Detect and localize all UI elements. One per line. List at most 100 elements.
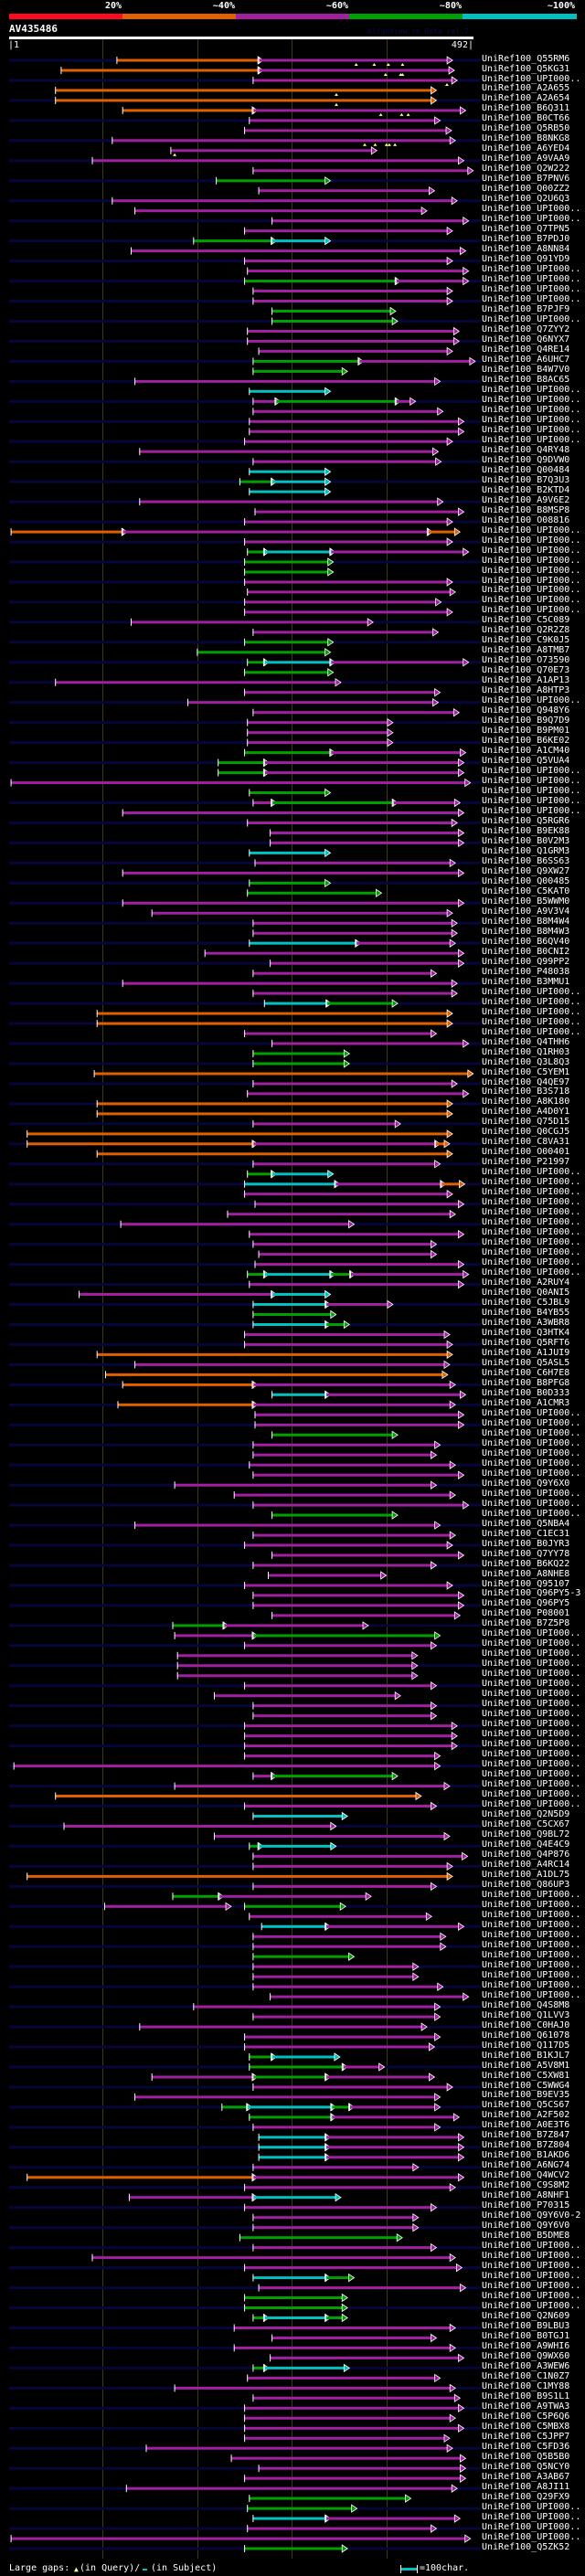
hit-label[interactable]: UniRef100_UPI000.. [482,1488,581,1499]
alignment-segment[interactable] [131,249,462,253]
hit-label[interactable]: UniRef100_A8K180 [482,1097,570,1108]
hit-row[interactable] [244,1189,453,1199]
alignment-segment[interactable] [396,399,411,403]
alignment-segment[interactable] [244,129,447,133]
hit-label[interactable]: UniRef100_UPI000.. [482,986,581,997]
alignment-segment[interactable] [252,2366,265,2369]
hit-row[interactable] [244,126,452,135]
hit-label[interactable]: UniRef100_UPI000.. [482,585,581,596]
hit-label[interactable]: UniRef100_Q0CGJ5 [482,1127,570,1138]
hit-row[interactable] [9,938,481,948]
hit-label[interactable]: UniRef100_Q9BL72 [482,1829,570,1839]
hit-row[interactable] [9,517,481,526]
hit-label[interactable]: UniRef100_UPI000.. [482,1447,581,1458]
alignment-segment[interactable] [244,2186,452,2189]
hit-label[interactable]: UniRef100_UPI000.. [482,1498,581,1509]
alignment-segment[interactable] [244,2476,462,2480]
hit-row[interactable] [9,1861,481,1871]
hit-row[interactable] [249,2113,461,2122]
hit-row[interactable] [252,1932,447,1942]
alignment-segment[interactable] [11,530,123,534]
alignment-segment[interactable] [134,209,423,213]
alignment-segment[interactable] [27,1142,254,1146]
hit-label[interactable]: UniRef100_UPI000.. [482,274,581,285]
hit-label[interactable]: UniRef100_B6QV40 [482,936,570,947]
hit-row[interactable] [9,1561,481,1570]
alignment-segment[interactable] [252,1975,414,1978]
hit-label[interactable]: UniRef100_UPI000.. [482,786,581,796]
hit-label[interactable]: UniRef100_Q9Y6X0 [482,1478,570,1489]
alignment-segment[interactable] [252,1243,432,1246]
alignment-segment[interactable] [152,2075,253,2079]
alignment-segment[interactable] [259,2286,462,2290]
alignment-segment[interactable] [252,1443,436,1447]
hit-label[interactable]: UniRef100_Q5B5B0 [482,2451,570,2462]
alignment-segment[interactable] [331,2105,350,2109]
alignment-segment[interactable] [173,1894,219,1898]
alignment-segment[interactable] [55,1795,417,1797]
alignment-segment[interactable] [252,109,462,112]
hit-row[interactable] [9,2103,481,2112]
alignment-segment[interactable] [271,480,326,483]
hit-label[interactable]: UniRef100_B7Z847 [482,2130,570,2141]
alignment-segment[interactable] [244,2045,431,2049]
alignment-segment[interactable] [122,871,460,875]
alignment-segment[interactable] [247,1092,464,1096]
hit-label[interactable]: UniRef100_A4D0Y1 [482,1107,570,1118]
hit-row[interactable] [9,598,481,607]
hit-label[interactable]: UniRef100_UPI000.. [482,1177,581,1188]
hit-row[interactable] [9,918,481,928]
hit-label[interactable]: UniRef100_A2RUY4 [482,1277,570,1288]
alignment-segment[interactable] [134,1362,445,1366]
hit-label[interactable]: UniRef100_UPI000.. [482,284,581,294]
hit-label[interactable]: UniRef100_Q5RB50 [482,123,570,134]
alignment-segment[interactable] [252,1634,436,1638]
alignment-segment[interactable] [244,1333,445,1336]
hit-row[interactable] [79,1289,332,1299]
alignment-segment[interactable] [325,2136,460,2139]
hit-row[interactable] [271,1511,399,1520]
hit-label[interactable]: UniRef100_UPI000.. [482,264,581,275]
alignment-segment[interactable] [252,1313,332,1316]
hit-label[interactable]: UniRef100_UPI000.. [482,2521,581,2532]
alignment-segment[interactable] [247,550,265,554]
alignment-segment[interactable] [252,2196,336,2200]
hit-row[interactable] [9,2042,481,2051]
alignment-segment[interactable] [271,801,393,804]
alignment-segment[interactable] [244,2306,344,2309]
hit-label[interactable]: UniRef100_A6NG74 [482,2160,570,2171]
alignment-segment[interactable] [231,2456,462,2460]
alignment-segment[interactable] [356,941,452,945]
hit-label[interactable]: UniRef100_UPI000.. [482,1949,581,1960]
alignment-segment[interactable] [244,691,436,694]
hit-row[interactable] [252,1711,438,1721]
alignment-segment[interactable] [252,169,469,173]
hit-label[interactable]: UniRef100_Q2N609 [482,2311,570,2321]
hit-label[interactable]: UniRef100_B2KTD4 [482,484,570,495]
alignment-segment[interactable] [218,771,265,775]
hit-row[interactable] [9,979,481,988]
alignment-segment[interactable] [249,490,326,493]
hit-row[interactable] [9,1360,481,1370]
hit-label[interactable]: UniRef100_C5XW81 [482,2070,570,2081]
alignment-segment[interactable] [247,2507,353,2510]
hit-row[interactable] [9,2383,481,2393]
alignment-segment[interactable] [343,2065,380,2069]
alignment-segment[interactable] [252,79,453,82]
alignment-segment[interactable] [14,1765,436,1768]
alignment-segment[interactable] [252,1122,397,1126]
hit-label[interactable]: UniRef100_B0TGJ1 [482,2331,570,2341]
hit-row[interactable] [204,949,465,958]
hit-label[interactable]: UniRef100_UPI000.. [482,294,581,304]
alignment-segment[interactable] [264,1002,327,1005]
alignment-segment[interactable] [252,1303,326,1306]
alignment-segment[interactable] [116,58,260,62]
hit-label[interactable]: UniRef100_B6Q311 [482,103,570,114]
alignment-segment[interactable] [64,1825,332,1828]
hit-row[interactable] [9,1641,481,1650]
alignment-segment[interactable] [139,2025,423,2029]
hit-label[interactable]: UniRef100_B8AC65 [482,374,570,385]
hit-row[interactable] [252,1972,420,1981]
hit-label[interactable]: UniRef100_UPI000.. [482,1709,581,1720]
alignment-segment[interactable] [270,841,460,844]
